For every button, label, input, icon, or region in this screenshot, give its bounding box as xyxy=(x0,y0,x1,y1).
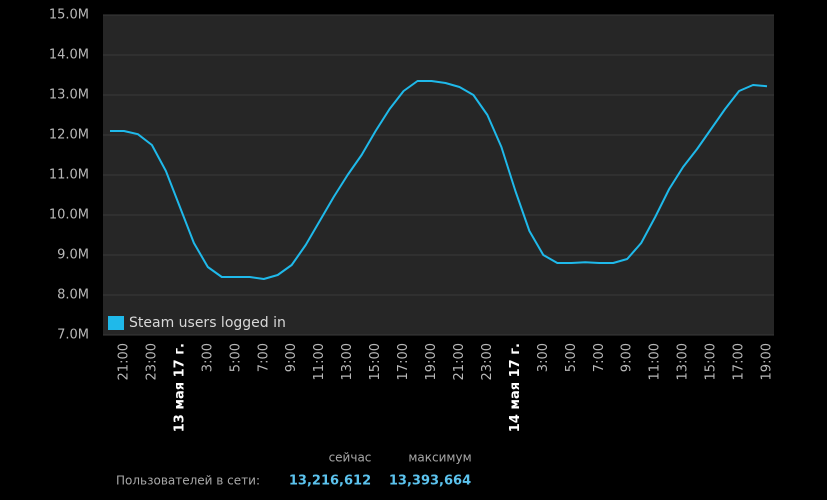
x-tick-label: 17:00 xyxy=(396,343,411,380)
x-tick-label: 15:00 xyxy=(704,343,719,380)
x-tick-label: 5:00 xyxy=(564,343,579,372)
y-tick-label: 15.0M xyxy=(49,8,89,23)
x-tick-label: 7:00 xyxy=(256,343,271,372)
users-label: Пользователей в сети: xyxy=(116,474,260,488)
x-tick-label: 19:00 xyxy=(760,343,775,380)
y-tick-label: 10.0M xyxy=(49,208,89,223)
x-tick-label: 13 мая 17 г. xyxy=(172,343,187,432)
x-tick-label: 3:00 xyxy=(536,343,551,372)
x-tick-label: 9:00 xyxy=(620,343,635,372)
x-tick-label: 23:00 xyxy=(144,343,159,380)
x-tick-label: 19:00 xyxy=(424,343,439,380)
x-tick-label: 21:00 xyxy=(116,343,131,380)
x-tick-label: 15:00 xyxy=(368,343,383,380)
now-label: сейчас xyxy=(329,451,372,465)
max-label: максимум xyxy=(408,451,471,465)
x-tick-label: 17:00 xyxy=(732,343,747,380)
x-tick-label: 13:00 xyxy=(676,343,691,380)
y-tick-label: 13.0M xyxy=(49,88,89,103)
legend-swatch xyxy=(108,316,124,330)
x-tick-label: 21:00 xyxy=(452,343,467,380)
max-value: 13,393,664 xyxy=(389,474,471,489)
x-tick-label: 23:00 xyxy=(480,343,495,380)
x-tick-label: 9:00 xyxy=(284,343,299,372)
y-tick-label: 12.0M xyxy=(49,128,89,143)
x-tick-label: 11:00 xyxy=(312,343,327,380)
x-tick-label: 7:00 xyxy=(592,343,607,372)
x-tick-label: 13:00 xyxy=(340,343,355,380)
x-tick-label: 3:00 xyxy=(200,343,215,372)
legend-label: Steam users logged in xyxy=(129,315,286,331)
y-tick-label: 9.0M xyxy=(57,248,89,263)
now-value: 13,216,612 xyxy=(289,474,371,489)
y-tick-label: 7.0M xyxy=(57,328,89,343)
y-tick-label: 8.0M xyxy=(57,288,89,303)
x-tick-label: 14 мая 17 г. xyxy=(508,343,523,432)
series-line xyxy=(110,80,768,280)
x-tick-label: 5:00 xyxy=(228,343,243,372)
y-tick-label: 14.0M xyxy=(49,48,89,63)
x-tick-label: 11:00 xyxy=(648,343,663,380)
y-tick-label: 11.0M xyxy=(49,168,89,183)
